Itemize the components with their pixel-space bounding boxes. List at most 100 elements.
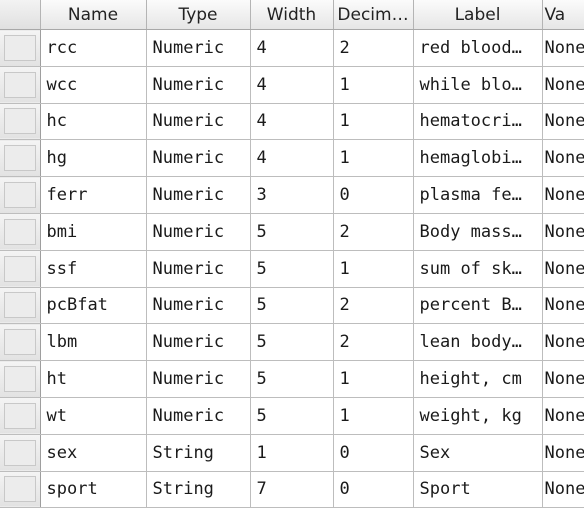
table-row[interactable]: bmi Numeric 5 2 Body mass… None — [0, 213, 584, 251]
row-selector[interactable] — [4, 292, 36, 319]
cell-label[interactable]: Sex — [413, 434, 543, 472]
cell-type[interactable]: Numeric — [146, 176, 251, 214]
cell-name[interactable]: wcc — [40, 66, 147, 104]
cell-width[interactable]: 1 — [250, 434, 334, 472]
cell-decimals[interactable]: 1 — [333, 139, 414, 178]
table-row[interactable]: ferr Numeric 3 0 plasma fe… None — [0, 176, 584, 214]
row-header[interactable] — [0, 397, 41, 435]
cell-type[interactable]: String — [146, 434, 251, 472]
cell-width[interactable]: 5 — [250, 360, 334, 398]
row-selector[interactable] — [4, 182, 36, 209]
cell-name[interactable]: hc — [40, 103, 147, 141]
cell-values[interactable]: None — [542, 323, 584, 362]
row-selector[interactable] — [4, 366, 36, 393]
cell-values[interactable]: None — [542, 103, 584, 141]
row-header[interactable] — [0, 250, 41, 288]
cell-label[interactable]: Body mass… — [413, 213, 543, 251]
table-row[interactable]: lbm Numeric 5 2 lean body… None — [0, 323, 584, 362]
cell-values[interactable]: None — [542, 360, 584, 398]
cell-label[interactable]: hemaglobi… — [413, 139, 543, 178]
cell-name[interactable]: lbm — [40, 323, 147, 362]
row-selector[interactable] — [4, 329, 36, 356]
cell-name[interactable]: pcBfat — [40, 287, 147, 325]
cell-values[interactable]: None — [542, 213, 584, 251]
table-row[interactable]: wt Numeric 5 1 weight, kg None — [0, 397, 584, 435]
column-header-width[interactable]: Width — [250, 0, 334, 30]
cell-type[interactable]: Numeric — [146, 66, 251, 104]
cell-label[interactable]: red blood… — [413, 29, 543, 67]
cell-name[interactable]: rcc — [40, 29, 147, 67]
row-header[interactable] — [0, 29, 41, 67]
cell-label[interactable]: while blo… — [413, 66, 543, 104]
column-header-decimals[interactable]: Decim… — [333, 0, 414, 30]
table-row[interactable]: ssf Numeric 5 1 sum of sk… None — [0, 250, 584, 288]
row-header[interactable] — [0, 66, 41, 104]
row-selector[interactable] — [4, 71, 36, 98]
cell-values[interactable]: None — [542, 287, 584, 325]
row-header-corner[interactable] — [0, 0, 41, 30]
row-header[interactable] — [0, 323, 41, 362]
cell-width[interactable]: 5 — [250, 250, 334, 288]
cell-type[interactable]: Numeric — [146, 287, 251, 325]
cell-name[interactable]: sport — [40, 471, 147, 509]
cell-label[interactable]: plasma fe… — [413, 176, 543, 214]
cell-width[interactable]: 3 — [250, 176, 334, 214]
cell-decimals[interactable]: 1 — [333, 66, 414, 104]
cell-type[interactable]: Numeric — [146, 139, 251, 178]
column-header-type[interactable]: Type — [146, 0, 251, 30]
cell-label[interactable]: sum of sk… — [413, 250, 543, 288]
cell-values[interactable]: None — [542, 66, 584, 104]
cell-decimals[interactable]: 0 — [333, 434, 414, 472]
row-selector[interactable] — [4, 145, 36, 172]
cell-decimals[interactable]: 0 — [333, 471, 414, 509]
cell-decimals[interactable]: 2 — [333, 213, 414, 251]
cell-label[interactable]: lean body… — [413, 323, 543, 362]
column-header-name[interactable]: Name — [40, 0, 147, 30]
cell-width[interactable]: 4 — [250, 66, 334, 104]
cell-name[interactable]: wt — [40, 397, 147, 435]
cell-decimals[interactable]: 1 — [333, 360, 414, 398]
cell-type[interactable]: Numeric — [146, 213, 251, 251]
cell-label[interactable]: hematocri… — [413, 103, 543, 141]
row-header[interactable] — [0, 213, 41, 251]
row-selector[interactable] — [4, 255, 36, 282]
column-header-values[interactable]: Va — [542, 0, 584, 30]
row-header[interactable] — [0, 360, 41, 398]
cell-values[interactable]: None — [542, 29, 584, 67]
row-selector[interactable] — [4, 402, 36, 429]
cell-name[interactable]: sex — [40, 434, 147, 472]
cell-width[interactable]: 4 — [250, 139, 334, 178]
cell-width[interactable]: 4 — [250, 103, 334, 141]
cell-type[interactable]: Numeric — [146, 397, 251, 435]
cell-values[interactable]: None — [542, 471, 584, 509]
row-header[interactable] — [0, 434, 41, 472]
row-header[interactable] — [0, 471, 41, 509]
cell-decimals[interactable]: 1 — [333, 103, 414, 141]
table-row[interactable]: pcBfat Numeric 5 2 percent B… None — [0, 287, 584, 325]
table-row[interactable]: hg Numeric 4 1 hemaglobi… None — [0, 139, 584, 178]
cell-name[interactable]: hg — [40, 139, 147, 178]
row-selector[interactable] — [4, 34, 36, 61]
table-row[interactable]: hc Numeric 4 1 hematocri… None — [0, 103, 584, 141]
cell-width[interactable]: 5 — [250, 323, 334, 362]
cell-decimals[interactable]: 0 — [333, 176, 414, 214]
cell-decimals[interactable]: 1 — [333, 250, 414, 288]
cell-values[interactable]: None — [542, 139, 584, 178]
cell-width[interactable]: 5 — [250, 397, 334, 435]
table-row[interactable]: ht Numeric 5 1 height, cm None — [0, 360, 584, 398]
cell-values[interactable]: None — [542, 434, 584, 472]
cell-type[interactable]: Numeric — [146, 250, 251, 288]
cell-type[interactable]: Numeric — [146, 29, 251, 67]
cell-label[interactable]: height, cm — [413, 360, 543, 398]
row-selector[interactable] — [4, 218, 36, 245]
cell-name[interactable]: ferr — [40, 176, 147, 214]
cell-label[interactable]: percent B… — [413, 287, 543, 325]
cell-decimals[interactable]: 2 — [333, 29, 414, 67]
row-selector[interactable] — [4, 476, 36, 503]
cell-type[interactable]: Numeric — [146, 103, 251, 141]
table-row[interactable]: wcc Numeric 4 1 while blo… None — [0, 66, 584, 104]
row-selector[interactable] — [4, 108, 36, 135]
row-header[interactable] — [0, 139, 41, 178]
row-header[interactable] — [0, 176, 41, 214]
cell-label[interactable]: weight, kg — [413, 397, 543, 435]
